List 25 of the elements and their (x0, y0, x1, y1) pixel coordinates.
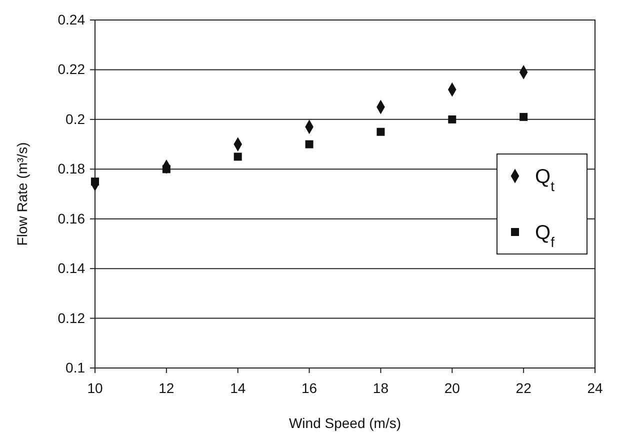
point (305, 140, 314, 148)
x-tick-label: 24 (587, 380, 603, 396)
y-tick-label: 0.1 (66, 359, 86, 376)
legend-label: Q$_{t}$ (535, 166, 555, 194)
x-tick-label: 22 (516, 380, 532, 396)
y-tick-label: 0.16 (58, 210, 86, 226)
legend-label: Q$_{f}$ (535, 222, 555, 250)
x-tick-label: 10 (87, 380, 103, 396)
x-axis-title: Wind Speed (m/s) (288, 415, 402, 431)
x-tick-label: 20 (444, 380, 460, 396)
y-tick-label: 0.18 (58, 160, 86, 177)
x-tick-label: 16 (301, 380, 318, 396)
y-tick-label: 0.2 (66, 110, 86, 127)
x-tick-label: 18 (372, 380, 389, 396)
y-tick-label: 0.24 (58, 11, 86, 28)
y-tick-label: 0.14 (58, 260, 86, 276)
point (234, 152, 242, 161)
x-tick-label: 12 (158, 380, 174, 396)
point (376, 128, 385, 136)
point (448, 115, 456, 124)
y-tick-label: 0.12 (58, 310, 86, 326)
point (520, 112, 528, 121)
y-tick-label: 0.22 (58, 61, 86, 78)
y-axis-title: Flow Rate (m³/s) (14, 142, 30, 246)
x-tick-label: 14 (230, 380, 246, 396)
